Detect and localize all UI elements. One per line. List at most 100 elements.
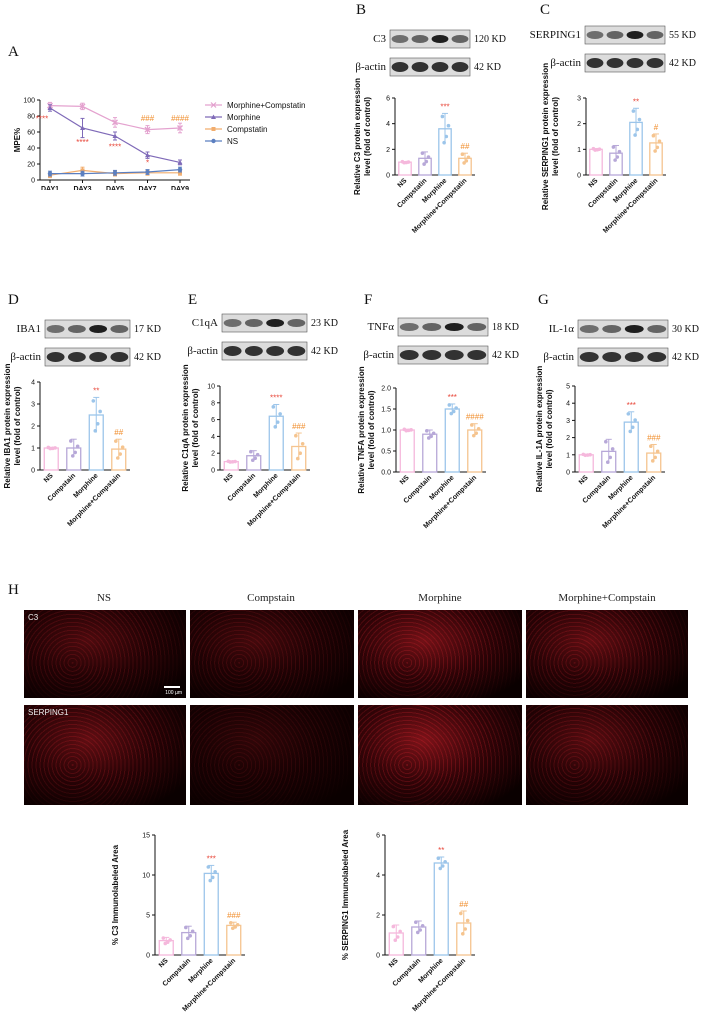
blot-band-target bbox=[584, 25, 666, 45]
data-point bbox=[462, 161, 466, 165]
data-point bbox=[177, 167, 183, 172]
y-tick-label: 0 bbox=[577, 173, 581, 180]
if-col-title-ns: NS bbox=[96, 592, 112, 604]
blot-label: IBA1 bbox=[17, 323, 41, 335]
blot-band-actin bbox=[221, 341, 308, 361]
blot-lane bbox=[287, 319, 306, 327]
data-point bbox=[436, 856, 441, 860]
y-axis-label: level (fold of control) bbox=[367, 390, 376, 469]
panel-label-d: D bbox=[8, 292, 19, 308]
bar-2 bbox=[203, 872, 219, 956]
data-point bbox=[605, 460, 610, 464]
y-axis-label: Relative IL-1A protein expression bbox=[535, 366, 544, 493]
data-point bbox=[653, 149, 657, 153]
significance-mark: ## bbox=[114, 428, 123, 437]
panel-label-b: B bbox=[356, 2, 367, 18]
bar-2 bbox=[433, 862, 449, 956]
data-point bbox=[597, 147, 602, 151]
blot-lane bbox=[626, 31, 644, 39]
data-point bbox=[80, 171, 85, 176]
western-blot-c1qa: C1qA 23 KD β-actin 42 KD 0 2 4 6 8 10 Relative C1q… bbox=[181, 313, 338, 528]
data-point bbox=[438, 866, 443, 871]
blot-kd-label: 18 KD bbox=[492, 322, 519, 333]
significance-mark: *** bbox=[207, 854, 216, 863]
blot-lane bbox=[266, 346, 285, 356]
blot-lane bbox=[626, 58, 644, 68]
blot-lane bbox=[451, 35, 469, 43]
data-point bbox=[626, 412, 631, 416]
if-image-c3-0: C3 100 µm bbox=[24, 610, 186, 698]
data-point bbox=[115, 456, 120, 460]
blot-lane bbox=[411, 62, 429, 72]
y-tick-label: 10 bbox=[207, 384, 215, 391]
data-point bbox=[451, 409, 456, 414]
scale-bar-label: 100 µm bbox=[165, 690, 182, 696]
data-point bbox=[228, 460, 233, 464]
blot-lane bbox=[606, 58, 624, 68]
data-point bbox=[190, 929, 195, 934]
blot-label: TNFα bbox=[367, 321, 394, 333]
blot-lane bbox=[451, 62, 469, 72]
x-tick-label: DAY9 bbox=[171, 186, 189, 190]
y-axis-label: % SERPING1 Immunolabeled Area bbox=[341, 829, 350, 960]
blot-kd-label: 42 KD bbox=[474, 62, 501, 73]
y-tick-label: 60 bbox=[27, 130, 35, 137]
y-tick-label: 100 bbox=[23, 98, 35, 105]
data-point bbox=[420, 924, 425, 928]
significance-mark: **** bbox=[36, 115, 48, 124]
data-point bbox=[588, 452, 592, 457]
x-tick-label: NS bbox=[223, 472, 235, 484]
blot-lane bbox=[579, 352, 599, 362]
data-point bbox=[395, 935, 400, 939]
y-tick-label: 2 bbox=[376, 913, 380, 920]
blot-lane bbox=[287, 346, 306, 356]
blot-lane bbox=[624, 352, 644, 362]
y-axis-label: level (fold of control) bbox=[545, 389, 554, 468]
data-point bbox=[418, 928, 423, 932]
data-point bbox=[460, 932, 465, 936]
y-tick-label: 0 bbox=[386, 173, 390, 180]
data-point bbox=[657, 139, 662, 143]
if-image-serping1-0: SERPING1 bbox=[24, 705, 186, 805]
data-point bbox=[409, 428, 413, 432]
if-row-label: C3 bbox=[28, 613, 39, 622]
significance-mark: ## bbox=[461, 142, 470, 151]
blot-band-target bbox=[44, 319, 131, 339]
blot-kd-label: 23 KD bbox=[311, 318, 338, 329]
legend-marker bbox=[211, 138, 216, 144]
data-point bbox=[611, 145, 616, 149]
y-tick-label: 5 bbox=[146, 913, 150, 920]
y-tick-label: 4 bbox=[211, 434, 215, 441]
blot-label: β-actin bbox=[187, 345, 218, 357]
x-tick-label: DAY5 bbox=[106, 186, 124, 190]
y-tick-label: 8 bbox=[211, 400, 215, 407]
blot-kd-label: 42 KD bbox=[311, 346, 338, 357]
panel-label-e: E bbox=[188, 292, 198, 308]
data-point bbox=[118, 452, 123, 456]
data-point bbox=[415, 930, 420, 935]
significance-mark: ** bbox=[438, 846, 444, 855]
blot-lane bbox=[89, 325, 108, 333]
data-point bbox=[230, 926, 235, 931]
blot-lane bbox=[46, 325, 65, 333]
data-point bbox=[466, 155, 471, 160]
blot-kd-label: 30 KD bbox=[672, 324, 699, 335]
y-tick-label: 0 bbox=[211, 468, 215, 475]
significance-mark: **** bbox=[270, 393, 282, 402]
data-point bbox=[235, 922, 240, 927]
blot-kd-label: 42 KD bbox=[669, 58, 696, 69]
data-point bbox=[442, 140, 446, 145]
data-point bbox=[593, 148, 597, 152]
data-point bbox=[53, 446, 57, 450]
significance-mark: *** bbox=[448, 393, 457, 402]
panel-label-a: A bbox=[8, 44, 19, 60]
blot-lane bbox=[110, 352, 129, 362]
y-axis-label: Relative TNFA protein expression bbox=[357, 366, 366, 493]
data-point bbox=[633, 133, 637, 137]
y-tick-label: 2 bbox=[386, 147, 390, 154]
y-tick-label: 1 bbox=[566, 452, 570, 459]
x-tick-label: DAY7 bbox=[138, 186, 156, 190]
blot-band-actin bbox=[577, 347, 669, 367]
data-point bbox=[444, 134, 449, 139]
